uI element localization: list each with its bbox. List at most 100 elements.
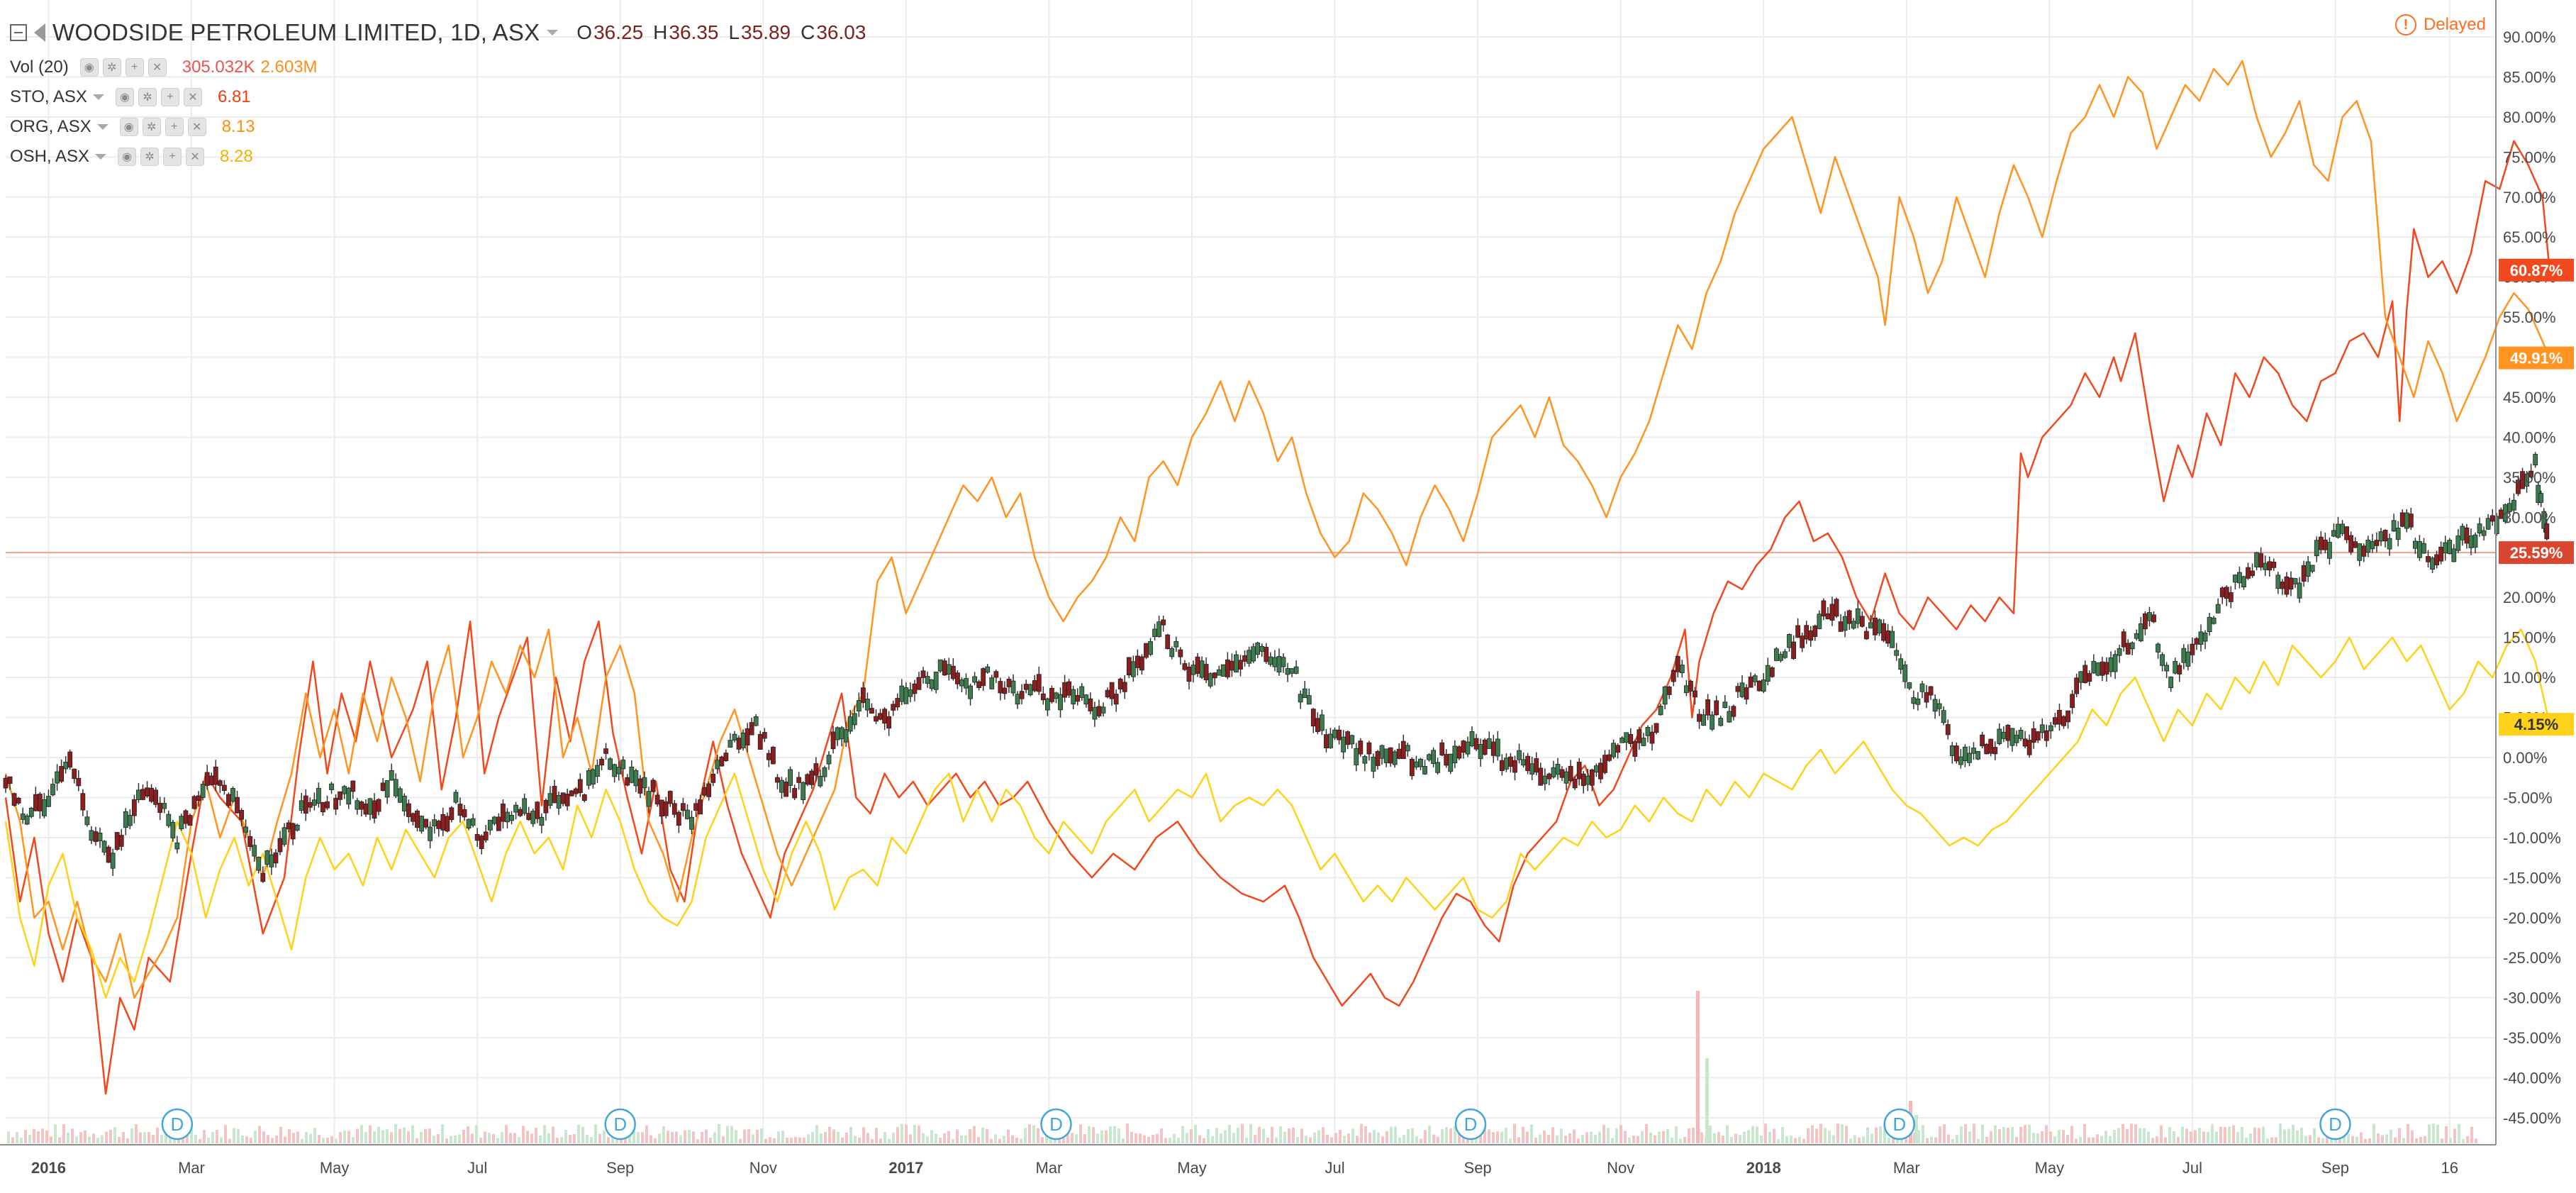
candle-body[interactable]	[1525, 755, 1531, 772]
candle-body[interactable]	[2412, 540, 2418, 549]
candle-body[interactable]	[792, 788, 798, 799]
candle-body[interactable]	[1409, 758, 1415, 777]
candle-body[interactable]	[191, 796, 197, 809]
candle-body[interactable]	[1649, 731, 1655, 744]
candle-body[interactable]	[2022, 738, 2028, 747]
candle-body[interactable]	[1444, 754, 1449, 766]
candle-body[interactable]	[269, 854, 274, 867]
candle-body[interactable]	[1941, 710, 1946, 723]
candle-body[interactable]	[149, 787, 154, 802]
symbol-menu-caret-icon[interactable]	[547, 30, 559, 35]
candle-body[interactable]	[1928, 686, 1934, 696]
candle-body[interactable]	[2395, 528, 2401, 540]
candle-body[interactable]	[1804, 625, 1810, 640]
candle-body[interactable]	[320, 801, 325, 813]
candle-body[interactable]	[1756, 680, 1762, 692]
candle-body[interactable]	[46, 796, 51, 807]
candle-body[interactable]	[671, 803, 677, 815]
candle-body[interactable]	[389, 770, 394, 781]
candle-body[interactable]	[247, 836, 253, 847]
candle-body[interactable]	[1328, 733, 1333, 748]
candle-body[interactable]	[1555, 764, 1561, 775]
candle-body[interactable]	[2005, 725, 2011, 741]
candle-body[interactable]	[710, 773, 716, 783]
candle-body[interactable]	[2087, 673, 2092, 682]
candle-body[interactable]	[586, 770, 591, 786]
candle-body[interactable]	[608, 758, 613, 770]
candle-body[interactable]	[2100, 661, 2105, 676]
candle-body[interactable]	[2202, 632, 2208, 642]
candle-body[interactable]	[667, 791, 673, 804]
candle-body[interactable]	[411, 813, 416, 822]
candle-body[interactable]	[1354, 748, 1359, 765]
candle-body[interactable]	[779, 779, 784, 793]
candle-body[interactable]	[1975, 750, 1980, 760]
candle-body[interactable]	[1264, 647, 1269, 662]
candle-body[interactable]	[1371, 756, 1376, 772]
candle-body[interactable]	[466, 819, 472, 829]
candle-body[interactable]	[646, 791, 652, 807]
candle-body[interactable]	[766, 753, 771, 760]
candle-body[interactable]	[1701, 714, 1706, 726]
candle-body[interactable]	[1117, 678, 1123, 689]
candle-body[interactable]	[1637, 729, 1642, 743]
candle-body[interactable]	[886, 716, 892, 729]
candle-body[interactable]	[118, 835, 124, 847]
candle-body[interactable]	[1208, 673, 1213, 687]
candle-body[interactable]	[719, 756, 725, 767]
candle-body[interactable]	[1744, 687, 1749, 700]
candle-body[interactable]	[2121, 631, 2126, 648]
candle-body[interactable]	[2043, 730, 2049, 741]
candle-body[interactable]	[1761, 679, 1766, 692]
candle-body[interactable]	[2228, 592, 2234, 602]
candle-body[interactable]	[1259, 645, 1265, 652]
candle-body[interactable]	[2408, 514, 2414, 528]
candle-body[interactable]	[243, 826, 249, 833]
candle-body[interactable]	[153, 789, 159, 805]
candle-body[interactable]	[693, 803, 698, 811]
candle-body[interactable]	[76, 777, 82, 787]
candle-body[interactable]	[801, 782, 806, 800]
candle-body[interactable]	[1152, 628, 1157, 637]
candle-body[interactable]	[1182, 663, 1188, 670]
candle-body[interactable]	[277, 838, 283, 853]
candle-body[interactable]	[1834, 599, 1839, 617]
candle-body[interactable]	[428, 826, 433, 841]
candle-body[interactable]	[170, 821, 176, 838]
candle-body[interactable]	[830, 731, 836, 750]
candle-body[interactable]	[2267, 561, 2273, 571]
candle-body[interactable]	[1310, 709, 1316, 727]
candle-body[interactable]	[723, 753, 729, 762]
candle-body[interactable]	[937, 659, 943, 672]
candle-body[interactable]	[1486, 738, 1492, 749]
eye-icon[interactable]: ◉	[115, 88, 134, 106]
candle-body[interactable]	[84, 816, 90, 826]
candle-body[interactable]	[813, 763, 819, 776]
candle-body[interactable]	[496, 816, 501, 831]
candle-body[interactable]	[1710, 714, 1715, 730]
candle-body[interactable]	[2194, 638, 2199, 645]
candle-body[interactable]	[1040, 693, 1046, 701]
candle-body[interactable]	[2353, 541, 2358, 548]
candle-body[interactable]	[2254, 552, 2260, 567]
candle-body[interactable]	[847, 716, 853, 732]
candle-body[interactable]	[1949, 745, 1955, 756]
candle-body[interactable]	[1242, 655, 1247, 662]
candle-body[interactable]	[591, 769, 596, 784]
candle-body[interactable]	[2095, 662, 2101, 676]
candle-body[interactable]	[2241, 576, 2246, 588]
candle-body[interactable]	[1234, 654, 1239, 672]
remove-icon[interactable]: ✕	[147, 58, 167, 77]
candle-body[interactable]	[2426, 556, 2431, 562]
candle-body[interactable]	[912, 683, 918, 694]
candle-body[interactable]	[1379, 745, 1385, 759]
candle-body[interactable]	[1859, 616, 1865, 627]
candle-body[interactable]	[1997, 728, 2002, 745]
candle-body[interactable]	[1812, 625, 1818, 637]
candle-body[interactable]	[1877, 619, 1882, 634]
candle-body[interactable]	[239, 809, 244, 820]
candle-body[interactable]	[423, 819, 428, 828]
candle-body[interactable]	[2258, 553, 2264, 568]
candle-body[interactable]	[1418, 758, 1423, 767]
series-line-osh[interactable]	[4, 628, 2551, 999]
